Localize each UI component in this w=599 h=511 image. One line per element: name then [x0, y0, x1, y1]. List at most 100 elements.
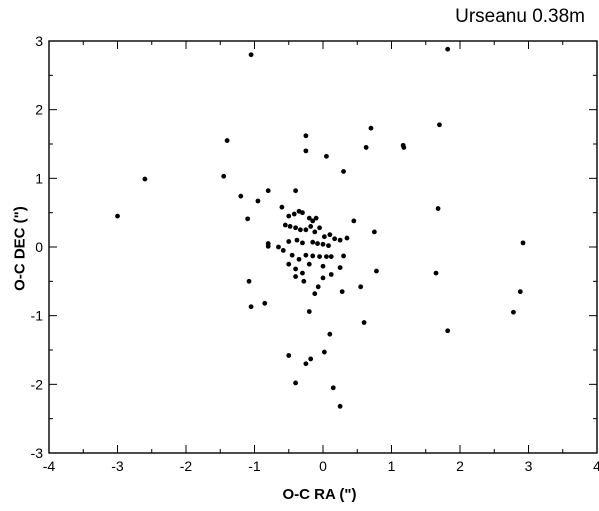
- data-point: [363, 145, 369, 150]
- data-point: [435, 206, 441, 211]
- data-point: [293, 380, 298, 386]
- data-point: [248, 304, 254, 310]
- data-point: [361, 320, 367, 325]
- y-tick-label: -1: [31, 308, 44, 324]
- axis-ticks: [48, 40, 598, 454]
- data-point: [255, 198, 261, 204]
- data-point: [317, 225, 322, 231]
- data-point: [337, 237, 343, 243]
- data-point: [330, 385, 336, 391]
- data-point: [371, 229, 377, 235]
- data-point: [328, 254, 334, 260]
- data-point: [445, 328, 451, 334]
- data-point: [293, 225, 298, 231]
- data-point: [341, 253, 346, 259]
- y-axis-label: O-C DEC ("): [11, 206, 29, 291]
- data-point: [312, 291, 318, 297]
- data-point: [324, 153, 329, 159]
- data-point: [433, 270, 439, 276]
- y-tick-label: -2: [31, 376, 44, 392]
- x-axis-label: O-C RA ("): [282, 486, 357, 503]
- data-point: [328, 272, 334, 277]
- data-point: [293, 188, 298, 194]
- data-point: [286, 239, 292, 244]
- data-point: [341, 169, 346, 174]
- data-point: [320, 263, 326, 269]
- data-point: [245, 216, 251, 222]
- data-point: [306, 215, 312, 221]
- data-point: [224, 138, 230, 143]
- data-point: [291, 211, 297, 217]
- data-point: [327, 331, 333, 337]
- data-point: [310, 253, 316, 259]
- data-point: [293, 274, 298, 279]
- data-point: [303, 227, 309, 233]
- data-point: [332, 236, 338, 242]
- data-point: [289, 252, 295, 258]
- x-tick-label: 0: [319, 458, 327, 474]
- data-point: [303, 361, 309, 367]
- data-point: [310, 218, 316, 224]
- y-tick-label: 3: [35, 33, 43, 49]
- data-point: [337, 265, 343, 270]
- data-point: [321, 349, 327, 355]
- data-point: [286, 353, 292, 358]
- y-tick-label: 1: [35, 170, 43, 186]
- data-point: [308, 224, 314, 229]
- data-point: [320, 241, 326, 247]
- data-point: [310, 239, 316, 245]
- x-tick-label: -2: [180, 458, 193, 474]
- data-point: [327, 232, 333, 238]
- data-point: [238, 193, 244, 199]
- data-point: [306, 309, 312, 314]
- x-tick-label: 2: [456, 458, 464, 474]
- data-point: [303, 148, 309, 154]
- data-point: [368, 125, 374, 131]
- data-point: [337, 403, 343, 409]
- data-point: [300, 240, 305, 246]
- data-point: [374, 268, 379, 274]
- x-tick-label: -3: [111, 458, 124, 474]
- data-point: [279, 204, 285, 210]
- data-point: [339, 289, 345, 295]
- x-tick-label: 4: [593, 458, 599, 474]
- data-point: [300, 210, 305, 216]
- x-tick-label: 3: [525, 458, 533, 474]
- data-point: [246, 278, 252, 284]
- y-tick-label: 0: [35, 239, 43, 255]
- x-tick-label: 1: [388, 458, 396, 474]
- data-point: [320, 275, 326, 281]
- data-point: [351, 218, 357, 224]
- data-point: [221, 173, 227, 179]
- data-point: [437, 122, 442, 128]
- data-point: [301, 278, 307, 284]
- data-point: [303, 252, 309, 258]
- data-point: [262, 300, 268, 306]
- y-tick-label: 2: [35, 102, 43, 118]
- x-tick-label: -1: [248, 458, 261, 474]
- data-point: [344, 235, 350, 241]
- data-point: [315, 241, 320, 246]
- data-point: [300, 270, 305, 276]
- data-point: [401, 145, 407, 150]
- y-tick-label: -3: [31, 445, 44, 461]
- data-point: [297, 227, 303, 233]
- data-points: [115, 46, 526, 409]
- data-point: [287, 224, 293, 229]
- data-point: [248, 52, 254, 58]
- data-point: [317, 254, 322, 260]
- data-point: [358, 284, 364, 290]
- data-point: [324, 254, 329, 260]
- data-point: [308, 356, 314, 362]
- data-point: [282, 222, 288, 228]
- data-point: [445, 46, 451, 52]
- data-point: [265, 188, 271, 194]
- data-point: [286, 213, 292, 219]
- data-point: [313, 215, 319, 221]
- data-point: [115, 213, 120, 219]
- data-point: [142, 176, 148, 182]
- data-point: [280, 248, 286, 253]
- data-point: [276, 244, 281, 250]
